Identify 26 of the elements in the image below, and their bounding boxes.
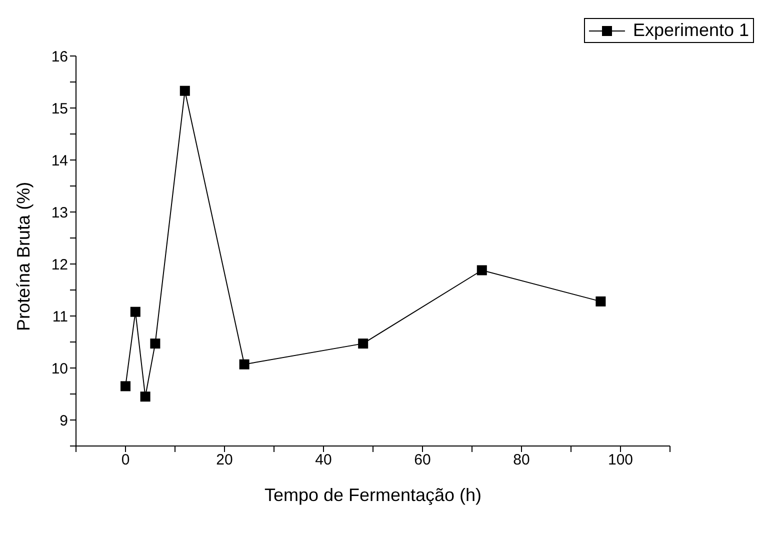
y-tick-label: 13 xyxy=(51,204,68,222)
y-tick-label: 12 xyxy=(51,256,68,274)
y-tick-label: 15 xyxy=(51,100,68,118)
point xyxy=(358,338,368,349)
y-tick-label: 14 xyxy=(51,152,68,170)
point xyxy=(239,359,250,370)
point xyxy=(120,381,130,392)
point xyxy=(140,392,150,402)
point xyxy=(596,296,606,306)
x-tick-label: 40 xyxy=(315,452,332,469)
x-axis-title: Tempo de Fermentação (h) xyxy=(264,485,482,505)
x-tick-label: 60 xyxy=(414,452,431,469)
x-tick-label: 0 xyxy=(121,452,130,469)
y-tick-label: 16 xyxy=(51,48,68,66)
y-tick-label: 10 xyxy=(51,360,68,378)
x-tick-label: 20 xyxy=(216,452,233,469)
x-tick-label: 100 xyxy=(608,452,634,469)
point xyxy=(180,86,190,96)
point xyxy=(130,306,140,317)
y-tick-label: 11 xyxy=(52,308,68,326)
x-tick-label: 80 xyxy=(513,452,530,469)
y-axis-title: Proteína Bruta (%) xyxy=(13,182,34,331)
legend-label: Experimento 1 xyxy=(632,20,749,41)
y-tick-label: 9 xyxy=(60,412,68,430)
point xyxy=(150,338,160,349)
point xyxy=(476,265,487,276)
